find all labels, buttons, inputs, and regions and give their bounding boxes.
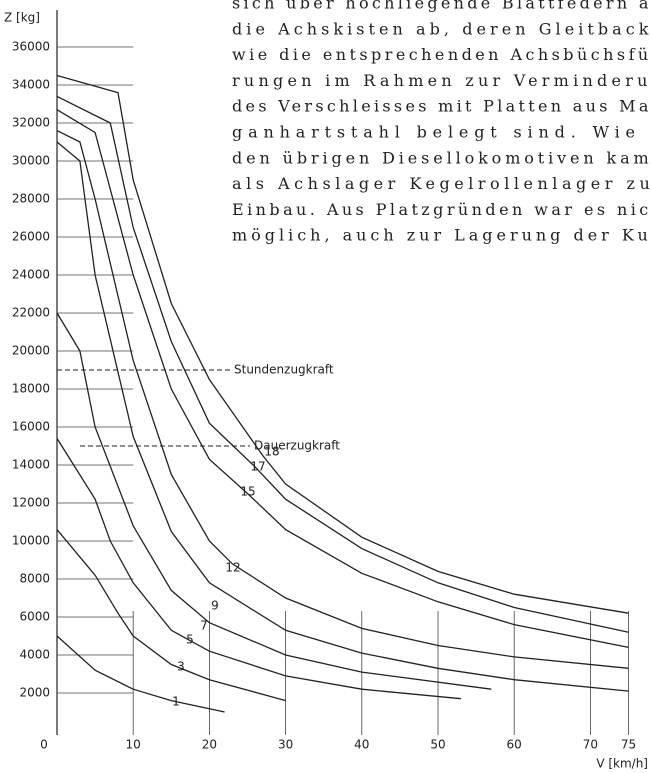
x-tick-label: 60 [507, 738, 522, 752]
y-tick-label: 16000 [12, 420, 50, 434]
y-tick-label: 18000 [12, 382, 50, 396]
curve-label: 9 [211, 599, 219, 613]
paragraph-line: die Achskisten ab, deren Gleitbacke [232, 19, 651, 38]
paragraph-line: sich über hochliegende Blattfedern au [232, 0, 651, 13]
y-tick-label: 24000 [12, 268, 50, 282]
reference-label: Dauerzugkraft [254, 439, 340, 453]
curve-label: 15 [240, 485, 255, 499]
curve-label: 18 [264, 445, 279, 459]
curve [56, 109, 629, 649]
x-tick-label: 75 [621, 738, 636, 752]
y-tick-label: 34000 [12, 78, 50, 92]
curve-label: 1 [172, 695, 180, 709]
x-tick-label: 70 [583, 738, 598, 752]
curve [56, 74, 629, 614]
paragraph-line: rungen im Rahmen zur Verminderun [232, 71, 651, 90]
paragraph-line: wie die entsprechenden Achsbüchsfüh [232, 45, 651, 64]
y-tick-label: 14000 [12, 458, 50, 472]
y-tick-label: 28000 [12, 192, 50, 206]
curve [56, 529, 286, 702]
curve [56, 438, 461, 700]
paragraph-line: möglich, auch zur Lagerung der Kup [232, 226, 651, 245]
x-axis-label: V [km/h] [596, 757, 648, 771]
curve-label: 5 [186, 633, 194, 647]
curve-label: 3 [177, 660, 185, 674]
curve [56, 130, 629, 669]
paragraph-line: Einbau. Aus Platzgründen war es nich [232, 200, 651, 219]
x-tick-label: 40 [354, 738, 369, 752]
paragraph-line: als Achslager Kegelrollenlager zur [232, 174, 651, 193]
y-tick-label: 4000 [19, 648, 50, 662]
y-tick-label: 8000 [19, 572, 50, 586]
curve [56, 141, 629, 692]
curve-label: 17 [250, 460, 265, 474]
y-tick-label: 12000 [12, 496, 50, 510]
y-tick-label: 22000 [12, 306, 50, 320]
x-tick-label: 10 [126, 738, 141, 752]
paragraph-line: des Verschleisses mit Platten aus Man [232, 97, 651, 116]
curve-label: 12 [225, 561, 240, 575]
curve [56, 95, 629, 633]
y-tick-label: 6000 [19, 610, 50, 624]
reference-label: Stundenzugkraft [234, 363, 334, 377]
curve [56, 312, 492, 690]
y-tick-label: 20000 [12, 344, 50, 358]
x-tick-label: 0 [40, 738, 48, 752]
y-tick-label: 10000 [12, 534, 50, 548]
curve [56, 635, 225, 713]
y-tick-label: 32000 [12, 116, 50, 130]
y-tick-label: 36000 [12, 40, 50, 54]
y-tick-label: 30000 [12, 154, 50, 168]
curve-label: 7 [200, 619, 208, 633]
y-tick-label: 26000 [12, 230, 50, 244]
y-axis-label: Z [kg] [4, 11, 40, 25]
paragraph-line: ganhartstahl belegt sind. Wie b [232, 123, 651, 142]
paragraph-line: den übrigen Diesellokomotiven kame [232, 148, 651, 167]
x-tick-label: 30 [278, 738, 293, 752]
x-tick-label: 50 [430, 738, 445, 752]
x-tick-label: 20 [202, 738, 217, 752]
y-tick-label: 2000 [19, 686, 50, 700]
